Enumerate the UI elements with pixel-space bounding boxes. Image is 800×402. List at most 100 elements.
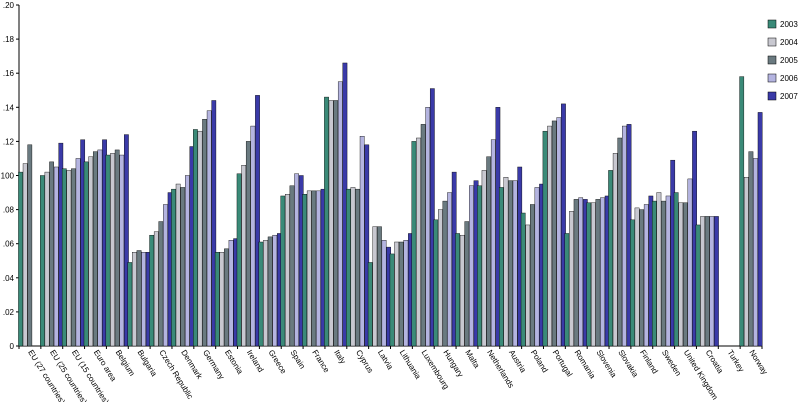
- bar: [447, 192, 452, 347]
- bar: [132, 252, 137, 347]
- category-label: Ireland: [245, 348, 266, 374]
- bar: [757, 112, 763, 347]
- bar: [250, 125, 256, 347]
- bar: [403, 240, 409, 347]
- y-tick-label: .14: [3, 103, 15, 112]
- bar: [498, 187, 504, 347]
- bar: [739, 76, 745, 347]
- bar: [316, 190, 321, 347]
- bar: [294, 173, 299, 347]
- bar: [346, 188, 351, 347]
- bar: [416, 137, 421, 347]
- bar: [127, 262, 133, 347]
- bar: [542, 130, 548, 347]
- bar: [372, 226, 378, 347]
- bars: [18, 62, 763, 347]
- bar: [158, 221, 164, 347]
- bar: [486, 156, 492, 347]
- bar: [704, 216, 710, 347]
- bar: [617, 137, 623, 347]
- bar: [591, 202, 596, 347]
- category-label: Portugal: [551, 348, 575, 378]
- category-label: Slovakia: [616, 348, 640, 379]
- category-label: Italy: [332, 348, 347, 365]
- category-label: Spain: [288, 348, 306, 370]
- legend-swatch: [767, 91, 777, 101]
- bar: [44, 171, 50, 347]
- bar: [490, 139, 496, 347]
- bar: [683, 202, 688, 347]
- bar: [630, 219, 635, 347]
- category-label: Romania: [573, 348, 598, 380]
- bar: [481, 170, 487, 347]
- bar: [477, 185, 482, 347]
- y-tick-label: .12: [3, 137, 15, 146]
- bar: [202, 119, 207, 347]
- bar: [651, 200, 657, 347]
- bar: [595, 199, 601, 347]
- legend-label: 2004: [780, 38, 798, 47]
- bar: [561, 103, 566, 347]
- legend-swatch: [767, 55, 777, 65]
- bar: [228, 240, 234, 347]
- bar: [71, 168, 76, 347]
- bar: [578, 197, 584, 347]
- bar: [255, 95, 260, 347]
- category-label: Slovenia: [594, 348, 618, 379]
- y-tick-label: .06: [3, 240, 15, 249]
- bar: [743, 177, 749, 347]
- bar: [551, 120, 557, 347]
- bar: [359, 136, 365, 347]
- bar: [433, 219, 439, 347]
- legend-swatch: [767, 73, 777, 83]
- bar: [600, 197, 605, 347]
- bar: [459, 234, 465, 347]
- bar: [333, 100, 339, 347]
- bar: [97, 149, 103, 347]
- category-label: Austria: [507, 348, 528, 374]
- category-label: Norway: [747, 348, 769, 376]
- bar: [709, 216, 715, 347]
- bar: [442, 200, 448, 347]
- category-label: Croatia: [704, 348, 726, 375]
- bar: [367, 262, 373, 347]
- bar: [211, 100, 217, 347]
- category-label: Poland: [529, 348, 550, 374]
- bar: [661, 200, 666, 347]
- bar: [289, 185, 295, 347]
- bar: [328, 100, 334, 347]
- bar: [364, 144, 370, 347]
- bar: [153, 231, 159, 347]
- bar: [464, 221, 470, 347]
- legend-swatch: [767, 37, 777, 47]
- bar: [66, 170, 72, 347]
- y-tick-label: 0: [10, 342, 15, 351]
- bar: [114, 149, 120, 347]
- bar: [429, 88, 435, 347]
- bar: [420, 124, 426, 347]
- bar: [586, 202, 592, 347]
- bar: [105, 154, 111, 347]
- bar: [389, 253, 395, 347]
- bar: [219, 252, 225, 347]
- bar: [214, 252, 220, 347]
- bar: [411, 141, 417, 347]
- bar: [306, 190, 312, 347]
- category-label: Bulgaria: [135, 348, 158, 378]
- bar: [197, 130, 203, 347]
- bar: [547, 125, 553, 347]
- bar: [311, 190, 317, 347]
- y-tick-label: .18: [3, 35, 15, 44]
- bar: [206, 110, 212, 347]
- bar: [656, 192, 662, 347]
- bar: [224, 248, 229, 347]
- bar: [665, 195, 671, 347]
- y-tick-label: .08: [3, 206, 15, 215]
- category-label: Turkey: [726, 348, 746, 373]
- y-tick-label: .100: [0, 172, 15, 181]
- bar: [350, 187, 356, 347]
- bar: [569, 211, 574, 347]
- bar: [40, 175, 45, 347]
- bar: [175, 183, 181, 347]
